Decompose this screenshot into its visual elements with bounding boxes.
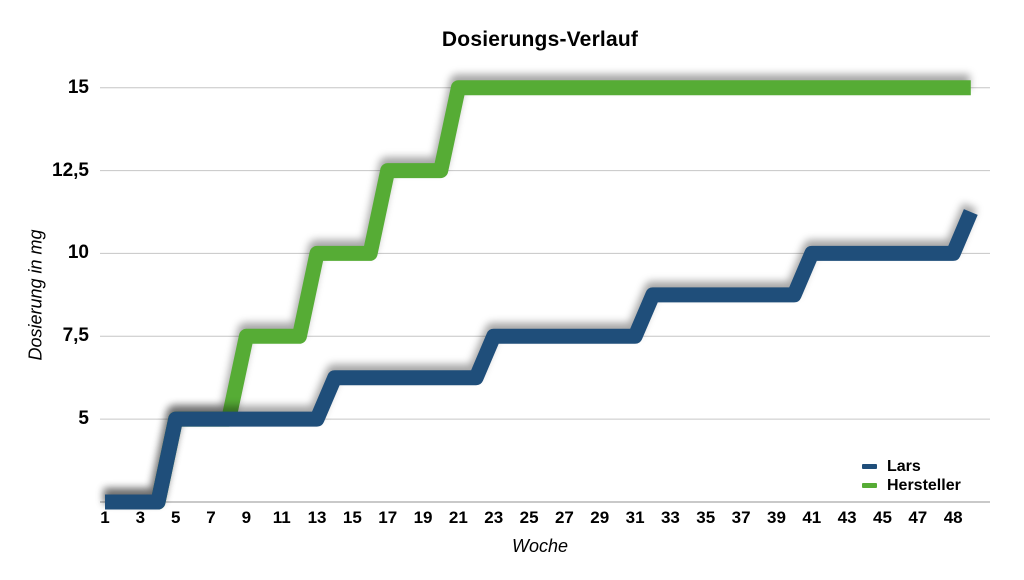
x-tick-label: 3 [135,508,146,527]
x-tick-label: 41 [802,508,822,527]
x-tick-label: 5 [170,508,181,527]
x-tick-label: 45 [873,508,892,527]
x-tick-label: 19 [413,508,433,527]
legend-item-lars: Lars [862,457,961,476]
x-tick-label: 35 [696,508,716,527]
y-tick-label: 7,5 [62,325,89,347]
y-tick-label: 12,5 [52,159,89,181]
y-tick-label: 10 [67,242,89,264]
x-tick-label: 43 [837,508,857,527]
x-tick-label: 17 [378,508,398,527]
x-tick-label: 23 [484,508,504,527]
x-tick-label: 39 [766,508,786,527]
x-tick-label: 27 [554,508,574,527]
legend-label: Lars [887,458,921,475]
x-tick-label: 7 [206,508,216,527]
legend-item-hersteller: Hersteller [862,476,961,495]
x-tick-label: 31 [625,508,645,527]
x-tick-label: 29 [590,508,610,527]
x-tick-label: 15 [342,508,362,527]
x-tick-label: 9 [241,508,252,527]
x-tick-label: 37 [731,508,751,527]
y-tick-label: 15 [67,76,89,98]
chart-title: Dosierungs-Verlauf [441,28,639,51]
legend-swatch-lars [862,464,877,469]
y-tick-label: 5 [78,408,89,430]
x-tick-label: 47 [908,508,928,527]
x-tick-label: 11 [272,508,291,527]
x-tick-label: 1 [100,508,110,527]
x-tick-label: 25 [519,508,539,527]
legend: Lars Hersteller [862,457,961,495]
legend-label: Hersteller [887,477,961,494]
x-axis-title: Woche [511,536,569,556]
legend-swatch-hersteller [862,483,877,488]
x-tick-label: 13 [307,508,327,527]
series-line-hersteller [105,80,971,510]
series-line-lars [105,209,978,510]
x-tick-label: 48 [943,508,963,527]
x-tick-label: 21 [448,508,468,527]
x-tick-label: 33 [660,508,680,527]
